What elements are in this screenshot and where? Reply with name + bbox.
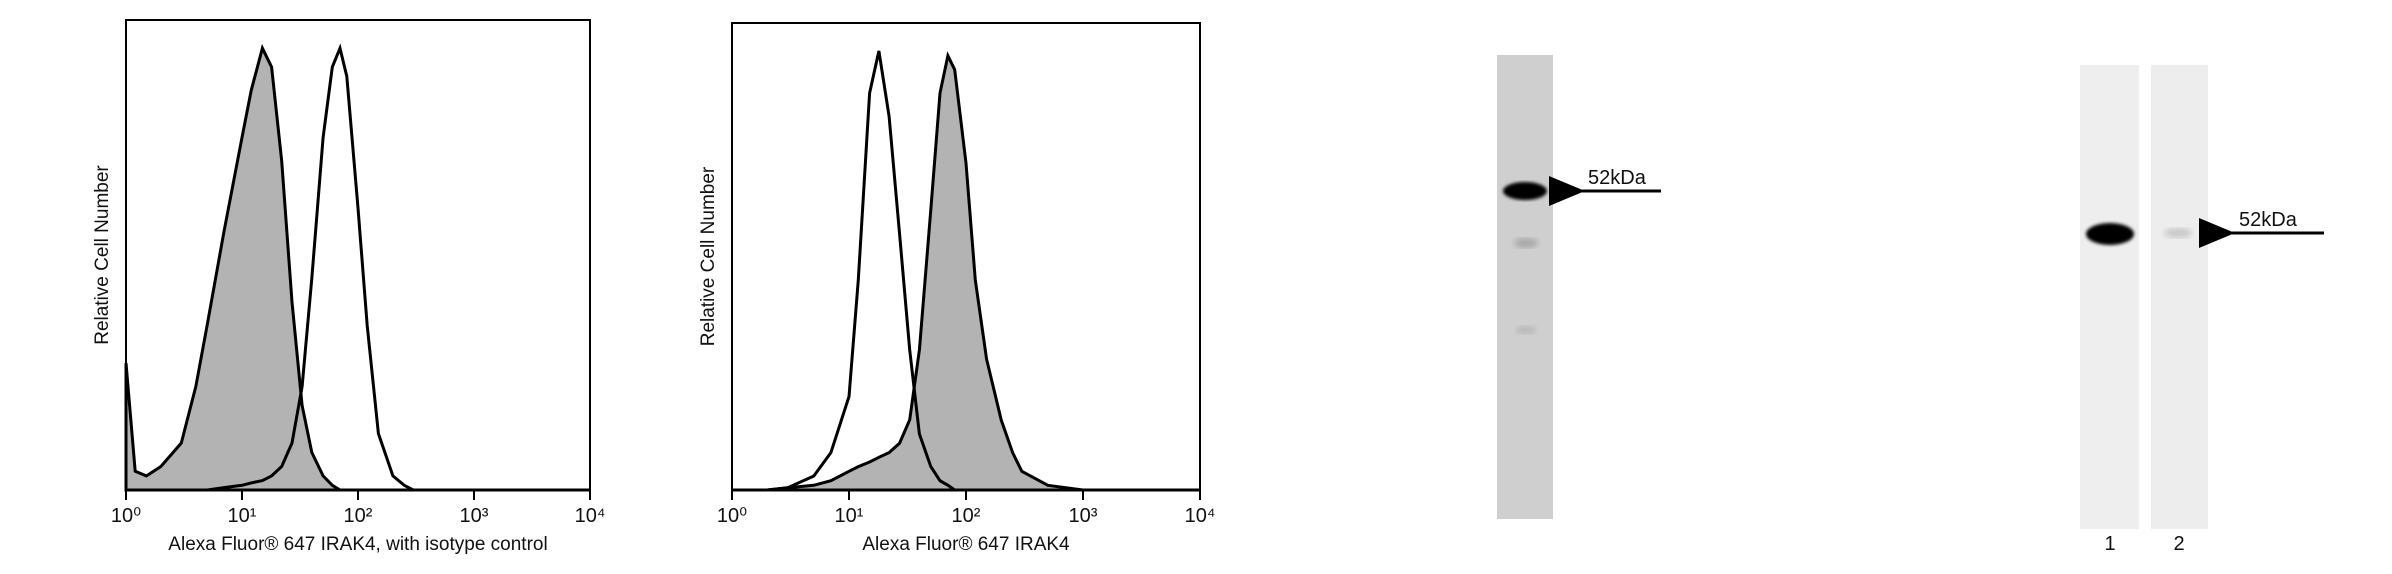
- x-tick-label: 10²: [952, 505, 981, 527]
- filled-histogram: [124, 43, 590, 492]
- x-tick-label: 10¹: [228, 505, 257, 527]
- blot-lane: [2151, 65, 2208, 529]
- lane-label: 1: [2104, 533, 2115, 555]
- band: [1516, 326, 1536, 334]
- band: [1503, 182, 1547, 200]
- x-tick-label: 10⁰: [717, 505, 747, 527]
- band: [1514, 238, 1538, 248]
- x-tick-label: 10¹: [835, 505, 864, 527]
- band: [2164, 228, 2192, 238]
- filled-histogram: [732, 51, 1200, 492]
- x-tick-label: 10²: [344, 505, 373, 527]
- y-axis-label: Relative Cell Number: [92, 165, 113, 345]
- x-axis-label: Alexa Fluor® 647 IRAK4: [862, 534, 1070, 555]
- lane-label: 2: [2173, 533, 2184, 555]
- x-tick-label: 10⁰: [111, 505, 141, 527]
- y-axis-label: Relative Cell Number: [698, 166, 719, 346]
- blot-lane: [1497, 55, 1553, 519]
- blot-lane: [2080, 65, 2139, 529]
- x-tick-label: 10³: [460, 505, 489, 527]
- x-tick-label: 10⁴: [1185, 505, 1216, 527]
- x-axis-label: Alexa Fluor® 647 IRAK4, with isotype con…: [168, 534, 547, 555]
- x-tick-label: 10⁴: [575, 505, 606, 527]
- band: [2086, 223, 2134, 245]
- marker-label: 52kDa: [2239, 209, 2298, 231]
- histogram: 10⁰ 10¹ 10² 10³ 10⁴ Alexa Fluor® 647 IRAK4 Rel…: [698, 22, 1216, 555]
- histograms: 10⁰ 10¹ 10² 10³ 10⁴ Alexa Fluor® 647 IRAK4, w…: [92, 19, 1216, 555]
- histogram: 10⁰ 10¹ 10² 10³ 10⁴ Alexa Fluor® 647 IRAK4, w…: [92, 19, 606, 555]
- blot-2: 52kDa 1 2: [2080, 65, 2324, 555]
- marker-label: 52kDa: [1588, 167, 1647, 189]
- x-tick-label: 10³: [1069, 505, 1098, 527]
- blot-1: 52kDa: [1497, 55, 1661, 519]
